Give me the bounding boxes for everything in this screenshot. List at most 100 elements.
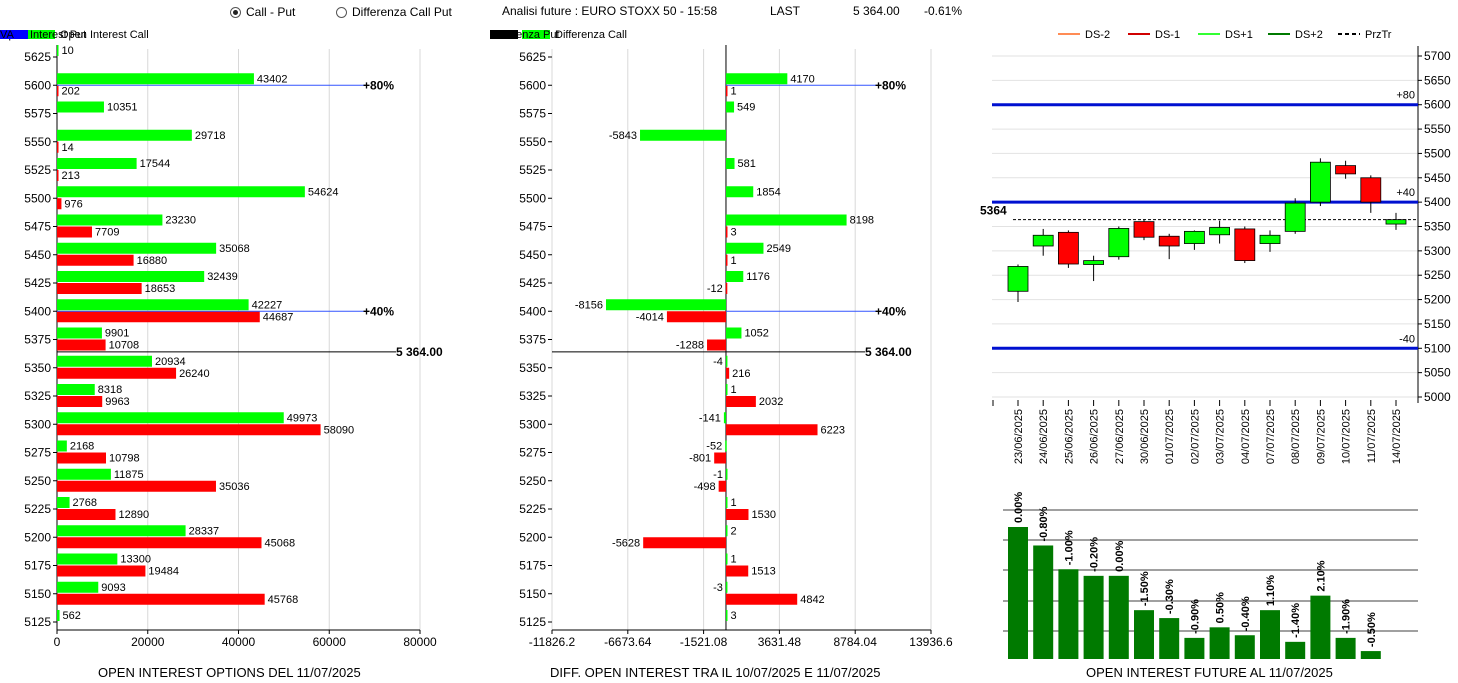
call-bar bbox=[725, 73, 788, 85]
x-tick-label: -6673.64 bbox=[604, 635, 652, 649]
future-oi-bar bbox=[1260, 610, 1280, 659]
price-candlestick-chart: DS-2 DS-1 DS+1 DS+2 PrzTr 5000 5050 5100 5150 520… bbox=[980, 29, 1451, 464]
candle-body bbox=[1259, 234, 1281, 244]
bar-data-label: -0.90% bbox=[1189, 599, 1201, 634]
bar-data-label: -52 bbox=[706, 441, 722, 453]
bar-data-label: 10 bbox=[62, 45, 74, 57]
chart1-title: OPEN INTEREST OPTIONS DEL 11/07/2025 bbox=[98, 665, 361, 680]
put-bar bbox=[57, 311, 260, 323]
x-tick-label: 60000 bbox=[313, 635, 347, 649]
x-tick-label: 20000 bbox=[131, 635, 165, 649]
legend-label: PrzTr bbox=[1365, 29, 1392, 41]
bar-data-label: -0.40% bbox=[1240, 596, 1252, 631]
radio-differenza[interactable]: Differenza Call Put bbox=[336, 5, 452, 19]
bar-data-label: 17544 bbox=[140, 158, 171, 170]
bar-data-label: 20934 bbox=[155, 356, 186, 368]
call-bar bbox=[57, 355, 152, 367]
x-tick-label: 13936.6 bbox=[909, 635, 953, 649]
call-bar bbox=[57, 45, 59, 56]
y-tick-label: 5600 bbox=[24, 78, 51, 92]
x-tick-label: 07/07/2025 bbox=[1265, 409, 1277, 464]
bar-data-label: 11875 bbox=[114, 469, 144, 481]
future-oi-bar bbox=[1285, 641, 1306, 659]
y-tick-label: 5350 bbox=[1424, 220, 1451, 234]
radio-selected-icon[interactable] bbox=[230, 6, 241, 18]
bar-data-label: 581 bbox=[738, 158, 756, 170]
price-label: 5364 bbox=[980, 204, 1007, 218]
y-tick-label: 5450 bbox=[519, 248, 546, 262]
y-tick-label: 5575 bbox=[519, 107, 546, 121]
put-bar bbox=[57, 396, 103, 407]
bar-data-label: 45768 bbox=[268, 594, 299, 606]
future-oi-bar bbox=[1008, 527, 1028, 659]
x-tick-label: -1521.08 bbox=[680, 635, 728, 649]
bar-data-label: 2168 bbox=[70, 441, 94, 453]
bar-data-label: -4 bbox=[713, 356, 723, 368]
call-bar bbox=[57, 581, 99, 593]
put-bar bbox=[57, 339, 106, 351]
radio-call-put[interactable]: Call - Put bbox=[230, 5, 295, 19]
call-bar bbox=[57, 129, 192, 141]
va-line-label: +40% bbox=[875, 304, 906, 318]
y-tick-label: 5475 bbox=[24, 220, 51, 234]
bar-data-label: -1288 bbox=[676, 340, 704, 352]
call-bar bbox=[725, 186, 754, 198]
call-bar bbox=[57, 186, 305, 198]
put-bar bbox=[714, 452, 726, 464]
candle-body bbox=[1335, 165, 1357, 175]
call-bar bbox=[725, 468, 728, 480]
legend-label: PrzTr bbox=[490, 29, 517, 41]
bar-data-label: 216 bbox=[732, 368, 750, 380]
bar-data-label: 2 bbox=[730, 525, 736, 537]
candle-body bbox=[1158, 235, 1180, 247]
x-tick-label: 01/07/2025 bbox=[1164, 409, 1176, 464]
candle-body bbox=[1032, 234, 1054, 247]
call-bar bbox=[57, 271, 205, 282]
y-tick-label: 5200 bbox=[519, 530, 546, 544]
bar-data-label: 2549 bbox=[766, 243, 790, 255]
put-bar bbox=[725, 593, 798, 605]
y-tick-label: 5300 bbox=[1424, 244, 1451, 258]
bar-data-label: 1 bbox=[730, 85, 736, 97]
y-tick-label: 5250 bbox=[24, 474, 51, 488]
put-bar bbox=[57, 537, 262, 549]
call-bar bbox=[725, 355, 728, 367]
future-oi-bar bbox=[1134, 610, 1154, 659]
y-tick-label: 5575 bbox=[24, 107, 51, 121]
bar-data-label: 0.00% bbox=[1114, 540, 1126, 571]
y-tick-label: 5500 bbox=[1424, 146, 1451, 160]
bar-data-label: 2768 bbox=[73, 497, 97, 509]
y-tick-label: 5450 bbox=[24, 248, 51, 262]
call-bar bbox=[57, 412, 284, 424]
bar-data-label: 10798 bbox=[109, 453, 140, 465]
y-tick-label: 5300 bbox=[24, 417, 51, 431]
bar-data-label: -801 bbox=[689, 453, 711, 465]
y-tick-label: 5525 bbox=[24, 163, 51, 177]
call-bar bbox=[725, 610, 728, 621]
bar-data-label: 1.10% bbox=[1265, 575, 1277, 606]
call-bar bbox=[57, 299, 249, 311]
x-tick-label: 11/07/2025 bbox=[1366, 409, 1378, 463]
bar-data-label: 42227 bbox=[252, 299, 283, 311]
call-bar bbox=[725, 384, 728, 395]
y-tick-label: 5400 bbox=[519, 304, 546, 318]
radio-unselected-icon[interactable] bbox=[336, 6, 347, 18]
put-bar bbox=[707, 339, 726, 351]
call-bar bbox=[57, 440, 67, 452]
x-tick-label: 80000 bbox=[403, 635, 437, 649]
put-bar bbox=[57, 85, 59, 97]
call-bar bbox=[725, 271, 744, 282]
bar-data-label: 1052 bbox=[744, 328, 768, 340]
bar-data-label: 0.00% bbox=[1013, 492, 1025, 523]
y-tick-label: 5600 bbox=[519, 78, 546, 92]
call-bar bbox=[723, 412, 726, 424]
y-tick-label: 5525 bbox=[519, 163, 546, 177]
bar-data-label: 19484 bbox=[148, 566, 179, 578]
bar-data-label: 45068 bbox=[264, 537, 295, 549]
y-tick-label: 5625 bbox=[519, 50, 546, 64]
bar-data-label: 2.10% bbox=[1315, 560, 1327, 591]
bar-data-label: -4014 bbox=[636, 311, 664, 323]
put-bar bbox=[57, 509, 116, 520]
y-tick-label: 5325 bbox=[24, 389, 51, 403]
